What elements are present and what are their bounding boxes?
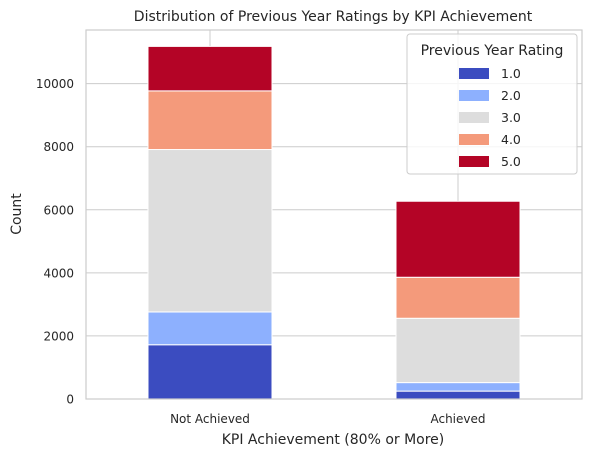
legend-box: [406, 33, 578, 175]
bar-segment: [147, 149, 273, 313]
legend-entry-label: 2.0: [501, 88, 521, 103]
y-tick-label: 2000: [43, 329, 74, 343]
x-axis-label: KPI Achievement (80% or More): [222, 432, 445, 448]
y-tick-labels: 0 2000 4000 6000 8000 10000: [36, 77, 74, 406]
legend-swatch: [459, 134, 489, 145]
bar-segment: [395, 317, 521, 384]
legend-swatch: [459, 112, 489, 123]
x-tick-labels: Not Achieved Achieved: [170, 412, 485, 426]
legend-swatch: [459, 156, 489, 167]
y-axis-label: Count: [9, 193, 25, 235]
legend-swatch: [459, 90, 489, 101]
y-tick-label: 6000: [43, 203, 74, 217]
plot-frame: [85, 29, 583, 400]
legend-swatch: [459, 68, 489, 79]
legend-entry-label: 1.0: [501, 66, 521, 81]
bars: [147, 45, 521, 400]
bar-segment: [147, 45, 273, 92]
bar-segment: [395, 382, 521, 392]
y-tick-label: 8000: [43, 140, 74, 154]
bar-segment: [395, 276, 521, 319]
y-tick-label: 10000: [36, 77, 74, 91]
y-tick-label: 0: [66, 393, 74, 407]
bar-segment: [147, 344, 273, 400]
x-tick-label: Not Achieved: [170, 412, 250, 426]
y-tick-label: 4000: [43, 266, 74, 280]
bar-segment: [395, 390, 521, 400]
chart-title: Distribution of Previous Year Ratings by…: [134, 9, 533, 25]
legend-entry-label: 5.0: [501, 154, 521, 169]
legend-entry-label: 4.0: [501, 132, 521, 147]
x-tick-label: Achieved: [430, 412, 485, 426]
bar-segment: [147, 90, 273, 151]
legend: Previous Year Rating 1.0 2.0 3.0 4.0 5.0: [406, 33, 578, 175]
legend-entry-label: 3.0: [501, 110, 521, 125]
bar-segment: [147, 311, 273, 346]
legend-entries: 1.0 2.0 3.0 4.0 5.0: [459, 66, 521, 169]
bar-segment: [395, 200, 521, 278]
legend-title: Previous Year Rating: [421, 43, 564, 59]
